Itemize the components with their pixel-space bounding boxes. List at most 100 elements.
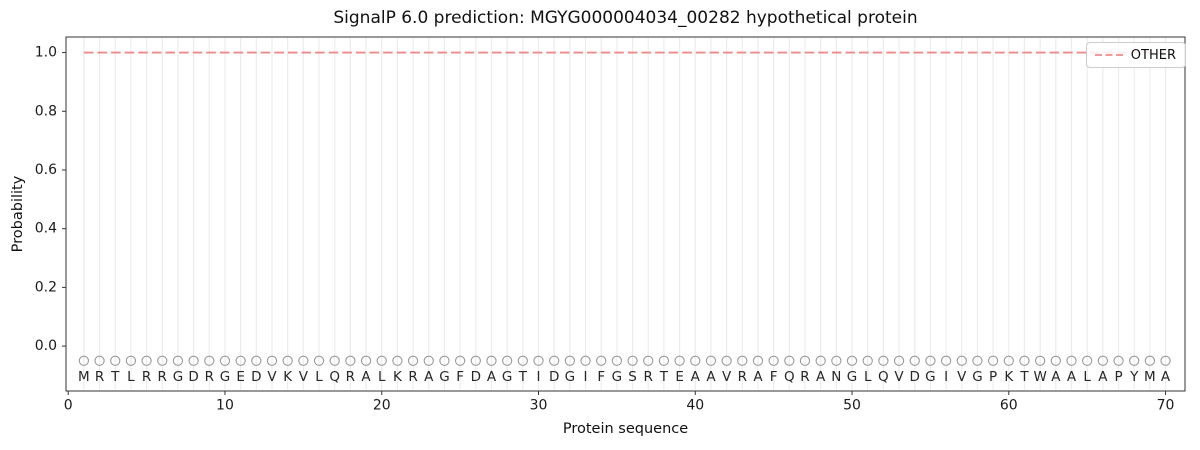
residue-marker-icon — [1019, 355, 1030, 366]
sequence-letter: W — [1033, 369, 1046, 385]
sequence-letter: M — [1144, 369, 1156, 385]
sequence-letter: Q — [878, 369, 889, 385]
y-tick-label: 0.8 — [35, 103, 57, 119]
sequence-letter: A — [424, 369, 434, 385]
sequence-letter: G — [612, 369, 622, 385]
x-tick-label: 70 — [1157, 398, 1175, 414]
x-tick-label: 50 — [843, 398, 861, 414]
sequence-letter: I — [944, 369, 948, 385]
residue-marker-icon — [1034, 355, 1046, 366]
residue-marker-icon — [376, 355, 387, 366]
residue-marker-icon — [78, 355, 90, 366]
residue-marker-icon — [298, 355, 309, 366]
residue-marker-icon — [392, 355, 403, 366]
sequence-letter: G — [173, 369, 183, 385]
sequence-letter: R — [644, 369, 653, 385]
sequence-letter: I — [584, 369, 588, 385]
residue-marker-icon — [878, 355, 889, 366]
sequence-letter: R — [158, 369, 167, 385]
sequence-letter: G — [847, 369, 857, 385]
sequence-letter: D — [188, 369, 198, 385]
sequence-letter: R — [408, 369, 417, 385]
sequence-letter: V — [299, 369, 309, 385]
sequence-letter: N — [831, 369, 841, 385]
residue-marker-icon — [219, 355, 231, 366]
sequence-letter: M — [78, 369, 90, 385]
sequence-letter: F — [770, 369, 778, 385]
residue-marker-icon — [1082, 355, 1093, 366]
residue-marker-icon — [454, 355, 466, 366]
sequence-letter: A — [753, 369, 763, 385]
sequence-letter: I — [537, 369, 541, 385]
legend: OTHER — [1085, 42, 1186, 68]
sequence-letter: A — [1051, 369, 1061, 385]
residue-marker-icon — [110, 355, 121, 366]
sequence-letter: P — [1114, 369, 1122, 385]
sequence-letter: T — [659, 369, 669, 385]
sequence-letter: A — [487, 369, 497, 385]
residue-marker-icon — [956, 355, 967, 366]
sequence-letter: S — [628, 369, 637, 385]
residue-marker-icon — [846, 355, 858, 366]
residue-marker-icon — [94, 355, 105, 366]
sequence-letter: T — [110, 369, 120, 385]
y-tick-label: 1.0 — [35, 45, 57, 61]
sequence-letter: D — [910, 369, 920, 385]
residue-marker-icon — [188, 355, 199, 366]
x-tick-label: 30 — [530, 398, 548, 414]
sequence-letter: L — [315, 369, 323, 385]
residue-marker-icon — [439, 355, 450, 366]
sequence-letter: R — [738, 369, 747, 385]
sequence-letter: V — [722, 369, 732, 385]
x-tick-label: 0 — [64, 398, 73, 414]
residue-marker-icon — [580, 355, 591, 366]
residue-marker-icon — [596, 355, 607, 366]
residue-marker-icon — [517, 355, 528, 366]
sequence-letter: L — [378, 369, 386, 385]
sequence-letter: E — [236, 369, 245, 385]
residue-marker-icon — [611, 355, 623, 366]
sequence-letter: L — [864, 369, 872, 385]
sequence-letter: Y — [1129, 369, 1139, 385]
sequence-letter: P — [989, 369, 997, 385]
sequence-letter: A — [361, 369, 371, 385]
residue-marker-icon — [643, 355, 654, 366]
residue-marker-icon — [1113, 355, 1124, 366]
sequence-letter: R — [205, 369, 214, 385]
residue-marker-icon — [251, 355, 262, 366]
residue-marker-icon — [1129, 355, 1140, 366]
residue-marker-icon — [360, 355, 372, 366]
y-tick-label: 0.4 — [35, 221, 57, 237]
residue-marker-icon — [972, 355, 983, 366]
sequence-letter: F — [456, 369, 464, 385]
sequence-letter: V — [957, 369, 967, 385]
axes-frame — [65, 36, 1186, 392]
sequence-letter: F — [597, 369, 605, 385]
residue-marker-icon — [470, 355, 481, 366]
x-tick-label: 40 — [686, 398, 704, 414]
residue-marker-icon — [533, 355, 544, 366]
sequence-letter: G — [220, 369, 230, 385]
legend-dashed-line-icon — [1094, 54, 1123, 56]
residue-marker-icon — [407, 355, 419, 366]
residue-marker-icon — [705, 355, 717, 366]
sequence-letter: T — [518, 369, 528, 385]
sequence-letter: Q — [329, 369, 340, 385]
residue-marker-icon — [1003, 355, 1014, 366]
sequence-letter: A — [816, 369, 826, 385]
residue-marker-icon — [125, 355, 137, 366]
residue-marker-icon — [752, 355, 764, 366]
sequence-letter: D — [251, 369, 261, 385]
sequence-letter: L — [1083, 369, 1091, 385]
sequence-letter: R — [800, 369, 809, 385]
residue-marker-icon — [925, 355, 936, 366]
residue-marker-icon — [1050, 355, 1061, 366]
sequence-letter: G — [925, 369, 935, 385]
residue-marker-icon — [862, 355, 873, 366]
sequence-letter: V — [894, 369, 904, 385]
legend-label: OTHER — [1130, 47, 1176, 63]
sequence-letter: K — [393, 369, 403, 385]
residue-marker-icon — [799, 355, 811, 366]
sequence-letter: G — [502, 369, 512, 385]
residue-marker-icon — [501, 355, 513, 366]
